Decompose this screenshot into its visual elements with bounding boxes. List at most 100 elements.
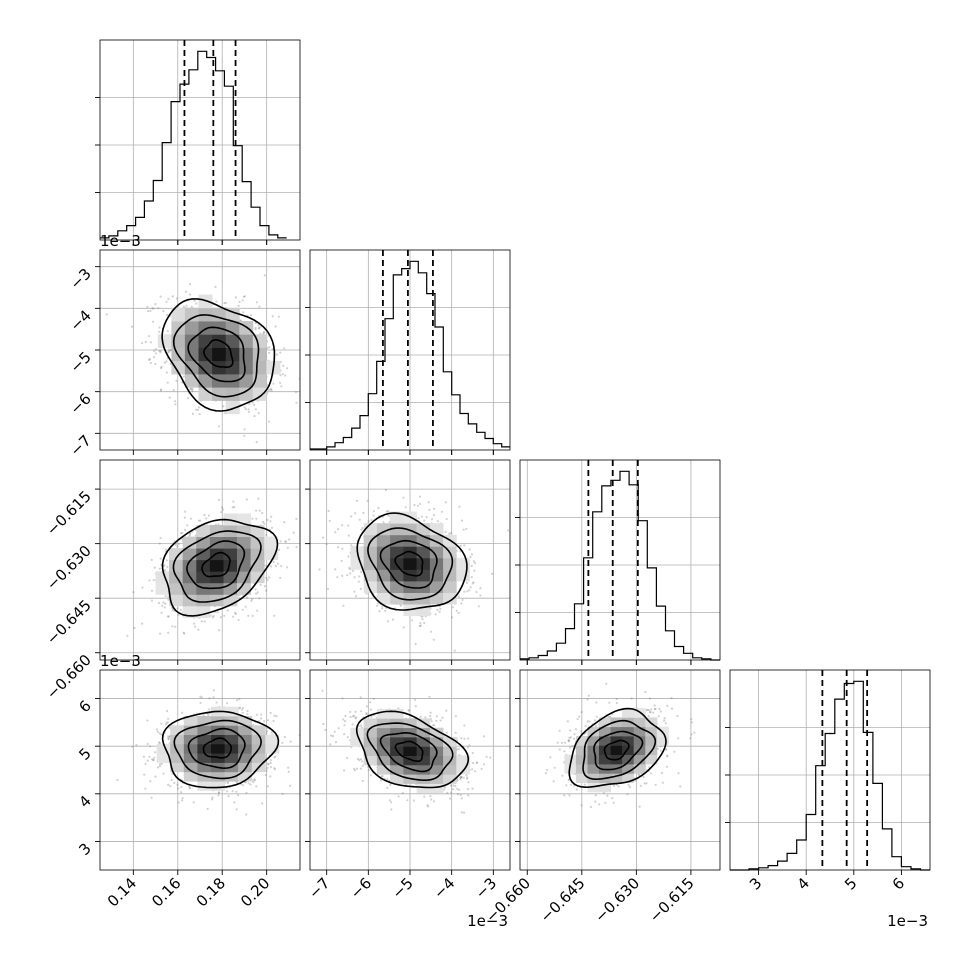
sample-point: [238, 300, 241, 303]
sample-point: [242, 784, 245, 787]
sample-point: [281, 741, 284, 745]
density-cell: [225, 334, 240, 348]
density-cell: [239, 347, 254, 362]
density-cell: [225, 360, 240, 375]
sample-point: [167, 717, 170, 720]
sample-point: [157, 601, 161, 605]
sample-point: [188, 787, 191, 790]
sample-point: [220, 510, 223, 514]
density-cell: [416, 523, 431, 536]
density-cell: [416, 546, 431, 559]
sample-point: [462, 528, 465, 531]
density-cell: [224, 706, 239, 717]
density-cell: [238, 762, 253, 773]
sample-point: [286, 566, 289, 569]
sample-point: [370, 518, 373, 522]
sample-point: [176, 783, 179, 786]
sample-point: [241, 706, 245, 709]
sample-point: [281, 792, 284, 795]
sample-point: [160, 733, 163, 736]
sample-point: [444, 530, 447, 534]
density-cell: [197, 734, 212, 745]
sample-point: [258, 509, 261, 512]
sample-point: [199, 519, 202, 522]
density-cell: [252, 347, 267, 362]
density-cell: [212, 347, 227, 362]
sample-point: [159, 632, 162, 635]
sample-point: [154, 775, 157, 778]
sample-point: [166, 615, 169, 618]
density-cell: [211, 734, 225, 745]
sample-point: [146, 742, 149, 746]
sample-point: [193, 299, 196, 302]
panel-frame: [99, 459, 301, 661]
sample-point: [381, 607, 384, 610]
sample-point: [226, 702, 229, 705]
sample-point: [423, 519, 426, 522]
sample-point: [301, 338, 303, 340]
sample-point: [266, 518, 269, 522]
sample-point: [217, 794, 220, 797]
sample-point: [211, 798, 214, 801]
density-cell: [350, 557, 364, 570]
density-cell: [212, 360, 227, 375]
sample-point: [247, 410, 251, 413]
sample-point: [318, 568, 321, 571]
sample-point: [164, 594, 167, 598]
sample-point: [270, 388, 273, 391]
density-cell: [196, 605, 211, 618]
contour-level-0: [394, 550, 424, 577]
sample-point: [278, 548, 281, 552]
sample-point: [157, 307, 160, 310]
sample-point: [150, 589, 154, 592]
panel-frame: [99, 669, 301, 871]
panel-frame: [729, 669, 931, 871]
sample-point: [336, 576, 339, 579]
sample-point: [460, 519, 464, 522]
sample-point: [142, 755, 145, 758]
sample-point: [341, 574, 344, 577]
sample-point: [269, 711, 272, 715]
sample-point: [147, 335, 151, 338]
sample-point: [414, 705, 417, 708]
sample-point: [267, 420, 271, 423]
sample-point: [269, 565, 273, 568]
sample-point: [167, 598, 170, 601]
sample-point: [175, 379, 178, 382]
sample-point: [426, 804, 429, 807]
sample-point: [469, 555, 472, 559]
density-cell: [264, 548, 279, 561]
density-cell: [197, 725, 212, 735]
sample-point: [153, 756, 156, 759]
sample-point: [168, 735, 171, 738]
sample-point: [149, 361, 152, 365]
sample-point: [253, 403, 256, 406]
sample-point: [253, 779, 256, 782]
sample-point: [245, 791, 248, 795]
density-cell: [211, 781, 225, 791]
sample-point: [153, 566, 156, 569]
sample-point: [434, 613, 437, 616]
sample-point: [150, 341, 153, 344]
sample-point: [239, 706, 242, 709]
sample-point: [174, 625, 177, 628]
sample-point: [240, 708, 244, 711]
sample-point: [461, 598, 464, 602]
density-cell: [376, 523, 391, 536]
density-cell: [225, 347, 240, 362]
sample-point: [265, 533, 268, 537]
sample-point: [257, 497, 260, 500]
sample-point: [176, 787, 180, 790]
density-cell: [224, 734, 239, 745]
sample-point: [166, 381, 169, 384]
sample-point: [200, 696, 203, 699]
sample-point: [150, 796, 153, 799]
histogram-step-line: [100, 50, 287, 239]
sample-point: [273, 614, 276, 617]
sample-point: [279, 381, 282, 384]
sample-point: [244, 408, 247, 411]
sample-point: [218, 629, 221, 632]
sample-point: [322, 536, 325, 539]
sample-point: [433, 507, 436, 510]
sample-point: [144, 787, 147, 790]
